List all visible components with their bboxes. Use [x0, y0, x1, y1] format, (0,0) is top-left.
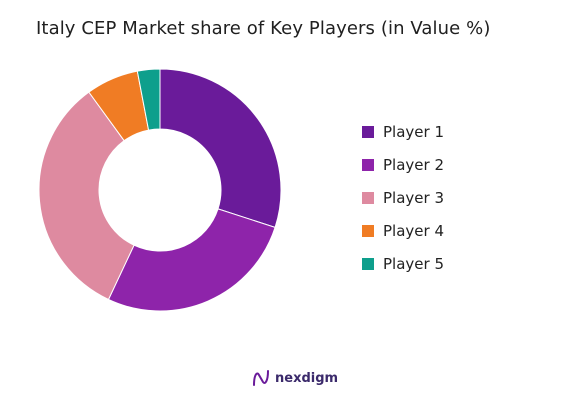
legend-item-player-5: Player 5 [362, 247, 444, 280]
legend-item-player-2: Player 2 [362, 148, 444, 181]
donut-slice-player-5 [136, 68, 161, 131]
legend-item-player-3: Player 3 [362, 181, 444, 214]
legend-swatch [362, 125, 374, 138]
chart-legend: Player 1 Player 2 Player 3 Player 4 Player 5 [362, 115, 444, 280]
donut-slice-player-2 [107, 208, 276, 312]
brand-logo: nexdigm [252, 369, 338, 387]
legend-item-player-4: Player 4 [362, 214, 444, 247]
legend-label: Player 5 [383, 254, 444, 273]
brand-name: nexdigm [275, 370, 339, 386]
legend-swatch [362, 158, 374, 171]
legend-label: Player 4 [383, 221, 444, 240]
legend-label: Player 2 [383, 155, 444, 174]
legend-label: Player 1 [383, 122, 444, 141]
donut-slice-player-1 [159, 68, 282, 229]
chart-title: Italy CEP Market share of Key Players (i… [36, 18, 491, 39]
legend-item-player-1: Player 1 [362, 115, 444, 148]
legend-label: Player 3 [383, 188, 444, 207]
legend-swatch [362, 257, 374, 270]
donut-slice-player-3 [38, 91, 135, 301]
legend-swatch [362, 224, 374, 237]
nexdigm-logo-icon [253, 370, 269, 386]
legend-swatch [362, 191, 374, 204]
